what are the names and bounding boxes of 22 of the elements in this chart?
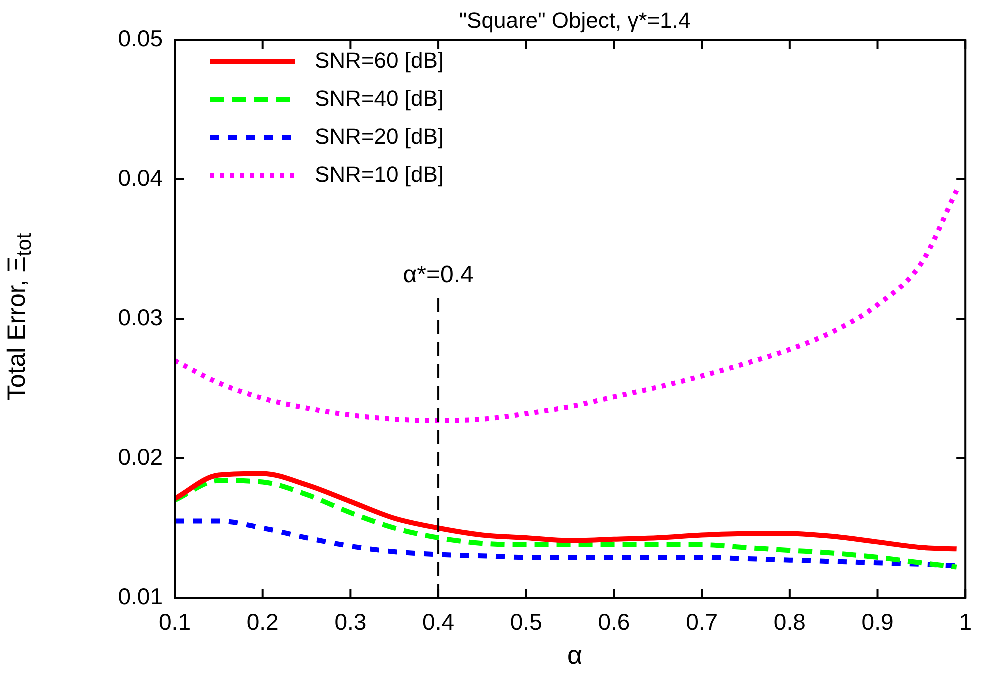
y-tick-label: 0.04 bbox=[118, 164, 164, 191]
x-tick-label: 0.8 bbox=[774, 609, 806, 636]
y-tick-label: 0.05 bbox=[118, 25, 163, 52]
x-tick-label: 0.7 bbox=[686, 609, 718, 636]
x-tick-label: 0.5 bbox=[510, 609, 542, 636]
x-tick-label: 0.4 bbox=[422, 609, 455, 636]
x-tick-label: 1 bbox=[959, 609, 972, 636]
x-tick-label: 0.9 bbox=[862, 609, 894, 636]
ref-line-label: α*=0.4 bbox=[403, 262, 474, 289]
chart-title: "Square" Object, γ*=1.4 bbox=[458, 8, 692, 34]
y-tick-label: 0.01 bbox=[118, 583, 163, 610]
x-tick-label: 0.1 bbox=[159, 609, 191, 636]
x-tick-label: 0.6 bbox=[598, 609, 630, 636]
x-axis-title: α bbox=[566, 640, 584, 671]
legend-label: SNR=10 [dB] bbox=[315, 162, 444, 188]
legend-label: SNR=20 [dB] bbox=[315, 124, 444, 150]
x-tick-label: 0.2 bbox=[246, 609, 279, 636]
x-tick-label: 0.3 bbox=[334, 609, 367, 636]
y-tick-label: 0.03 bbox=[118, 304, 163, 330]
legend-label: SNR=40 [dB] bbox=[315, 86, 444, 112]
y-tick-label: 0.02 bbox=[118, 444, 163, 470]
legend-label: SNR=60 [dB] bbox=[315, 48, 444, 74]
